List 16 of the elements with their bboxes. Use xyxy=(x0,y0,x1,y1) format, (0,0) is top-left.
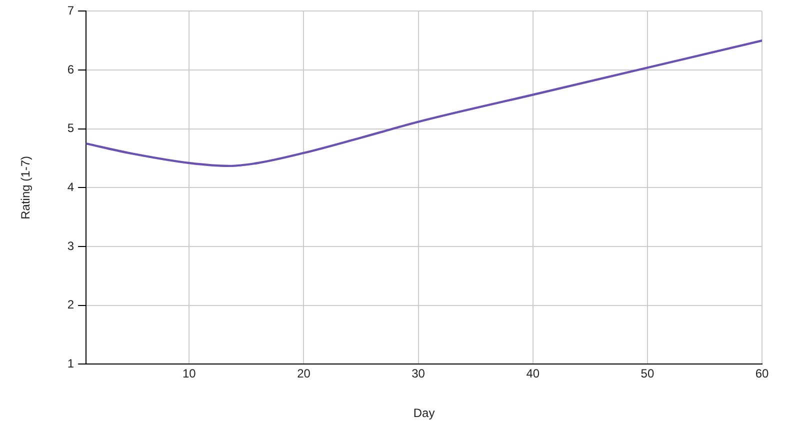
y-tick-label: 5 xyxy=(67,121,74,136)
x-tick-label: 10 xyxy=(182,366,196,381)
x-axis-title: Day xyxy=(413,406,435,420)
x-tick-label: 30 xyxy=(412,366,426,381)
x-tick-label: 50 xyxy=(640,366,654,381)
x-tick-label: 60 xyxy=(755,366,769,381)
y-tick-label: 2 xyxy=(67,298,74,312)
x-tick-label: 20 xyxy=(297,366,311,381)
line-series xyxy=(86,40,762,168)
y-tick-label: 1 xyxy=(67,356,74,371)
x-tick-label: 40 xyxy=(526,366,540,381)
y-tick-label: 6 xyxy=(67,62,74,76)
y-tick-label: 4 xyxy=(67,180,74,194)
y-axis-title: Rating (1-7) xyxy=(18,156,33,220)
y-tick-label: 3 xyxy=(67,238,74,253)
y-tick-label: 7 xyxy=(67,4,74,18)
